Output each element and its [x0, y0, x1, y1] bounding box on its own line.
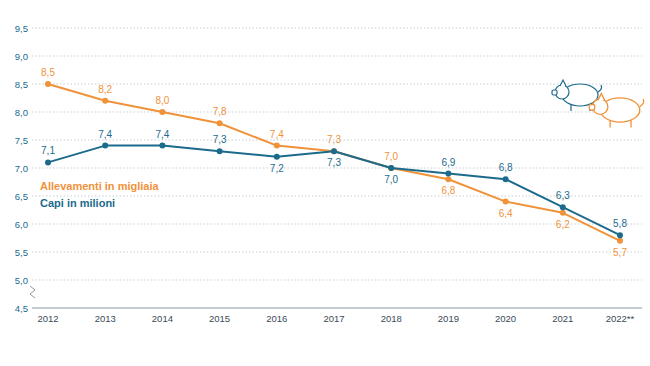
x-tick-label: 2017: [323, 313, 344, 324]
y-tick-label: 4,5: [15, 303, 28, 314]
point: [331, 148, 337, 154]
y-tick-label: 8,0: [15, 107, 28, 118]
point: [445, 171, 451, 177]
grid-line: [32, 280, 642, 281]
pig-icons: [552, 80, 644, 128]
data-label: 8,2: [98, 84, 112, 95]
data-label: 6,8: [441, 185, 455, 196]
chart-svg: 4,5 5,0 5,5 6,0 6,5 7,0 7,5 8,0 8,5 9,0 9,5 2012 201…: [0, 0, 650, 366]
data-label: 7,4: [155, 129, 169, 140]
x-tick-label: 2014: [152, 313, 173, 324]
point: [503, 176, 509, 182]
point: [388, 165, 394, 171]
pig-ear: [598, 94, 605, 101]
point: [102, 143, 108, 149]
axis-line: [32, 308, 642, 309]
pig-leg: [570, 104, 571, 111]
point: [617, 238, 623, 244]
grid-line: [32, 252, 642, 253]
point: [388, 165, 394, 171]
grid-line: [32, 84, 642, 85]
x-tick-label: 2016: [266, 313, 287, 324]
data-label: 7,3: [327, 134, 341, 145]
grid: [32, 28, 642, 308]
point: [617, 232, 623, 238]
point: [217, 120, 223, 126]
chart-container: 4,5 5,0 5,5 6,0 6,5 7,0 7,5 8,0 8,5 9,0 9,5 2012 201…: [0, 0, 650, 366]
data-label: 7,1: [41, 145, 55, 156]
pig-leg: [609, 120, 610, 128]
grid-line: [32, 112, 642, 113]
grid-line: [32, 196, 642, 197]
pig-ear: [560, 80, 566, 86]
x-tick-label: 2013: [95, 313, 116, 324]
point: [159, 143, 165, 149]
data-label: 5,7: [613, 247, 627, 258]
y-tick-label: 5,0: [15, 275, 28, 286]
axis-break: [30, 286, 35, 298]
point: [331, 148, 337, 154]
data-label: 8,5: [41, 67, 55, 78]
x-tick-label: 2015: [209, 313, 230, 324]
y-tick-label: 7,0: [15, 163, 28, 174]
data-label: 7,2: [270, 163, 284, 174]
y-tick-label: 6,5: [15, 191, 28, 202]
y-tick-label: 8,5: [15, 79, 28, 90]
point: [274, 143, 280, 149]
x-tick-label: 2022**: [606, 313, 635, 324]
data-label: 6,4: [499, 208, 513, 219]
data-label: 6,3: [556, 190, 570, 201]
axis-break-mark: [30, 286, 35, 298]
pig-snout: [552, 90, 557, 95]
pig-icon: [589, 94, 644, 128]
data-label: 7,3: [327, 157, 341, 168]
x-tick-label: 2020: [495, 313, 516, 324]
point: [45, 81, 51, 87]
x-tick-label: 2019: [438, 313, 459, 324]
data-label: 7,4: [98, 129, 112, 140]
grid-line: [32, 28, 642, 29]
point: [560, 210, 566, 216]
data-labels: 8,5 8,2 8,0 7,8 7,4 7,3 7,0 6,8 6,4 6,2 5,7 7,1 7,4 7…: [41, 67, 627, 258]
pig-tail: [640, 99, 644, 107]
point: [159, 109, 165, 115]
legend-entry: Capi in milioni: [40, 197, 115, 209]
point: [102, 98, 108, 104]
data-label: 6,8: [499, 162, 513, 173]
y-tick-label: 6,0: [15, 219, 28, 230]
data-label: 7,3: [213, 134, 227, 145]
pig-leg: [630, 120, 631, 128]
data-label: 7,0: [384, 174, 398, 185]
x-tick-label: 2018: [381, 313, 402, 324]
series-line: [48, 84, 620, 241]
legend: Allevamenti in migliaia Capi in milioni: [40, 180, 159, 209]
y-tick-label: 9,0: [15, 51, 28, 62]
grid-line: [32, 224, 642, 225]
data-label: 7,0: [384, 151, 398, 162]
point: [45, 159, 51, 165]
point: [217, 148, 223, 154]
data-label: 8,0: [155, 95, 169, 106]
data-label: 6,9: [441, 157, 455, 168]
point: [274, 154, 280, 160]
pig-snout: [589, 105, 595, 111]
grid-line: [32, 56, 642, 57]
x-tick-label: 2021: [552, 313, 573, 324]
data-label: 7,4: [270, 129, 284, 140]
x-tick-label: 2012: [37, 313, 58, 324]
y-tick-label: 5,5: [15, 247, 28, 258]
point: [503, 199, 509, 205]
pig-icon: [552, 80, 602, 111]
data-label: 7,8: [213, 106, 227, 117]
pig-tail: [598, 85, 602, 92]
y-tick-label: 9,5: [15, 23, 28, 34]
plot-area: [45, 81, 623, 244]
point: [560, 204, 566, 210]
point: [445, 176, 451, 182]
data-label: 5,8: [613, 218, 627, 229]
data-label: 6,2: [556, 219, 570, 230]
legend-entry: Allevamenti in migliaia: [40, 180, 159, 192]
y-tick-label: 7,5: [15, 135, 28, 146]
